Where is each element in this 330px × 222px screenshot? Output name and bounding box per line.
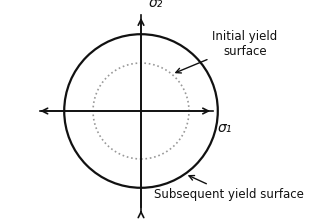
Text: Initial yield
surface: Initial yield surface xyxy=(176,30,278,73)
Text: σ₂: σ₂ xyxy=(149,0,163,10)
Text: σ₁: σ₁ xyxy=(218,121,232,135)
Text: Subsequent yield surface: Subsequent yield surface xyxy=(154,176,304,201)
